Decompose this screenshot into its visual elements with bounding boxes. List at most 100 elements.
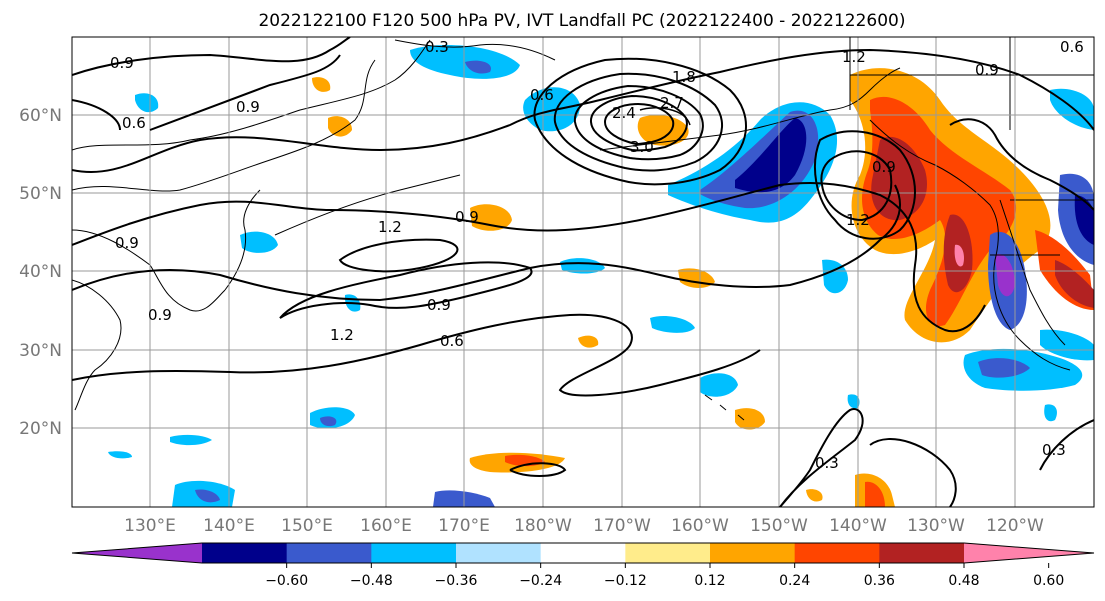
colorbar-segment	[625, 543, 711, 563]
lon-label: 130°E	[124, 516, 176, 536]
ivt-negative-region	[700, 373, 738, 397]
ivt-negative-region	[108, 451, 132, 459]
pv-contour	[1039, 419, 1094, 471]
contour-label: 0.9	[872, 158, 896, 176]
pv-contour	[603, 102, 675, 146]
lat-label: 50°N	[19, 184, 62, 204]
colorbar-tick-label: −0.60	[265, 573, 308, 589]
ivt-negative-region	[847, 394, 860, 409]
ivt-negative-region	[735, 118, 807, 193]
contour-label: 1.2	[378, 218, 402, 236]
ivt-positive-region	[865, 481, 885, 507]
contour-label: 2.4	[612, 104, 636, 122]
pv-contour	[72, 48, 1094, 173]
ivt-positive-region	[954, 244, 965, 267]
map-frame	[71, 36, 1095, 508]
contour-label: 0.3	[425, 38, 449, 56]
contour-label: 1.2	[846, 211, 870, 229]
pv-contour	[533, 57, 747, 186]
figure-title: 2022122100 F120 500 hPa PV, IVT Landfall…	[258, 11, 905, 31]
colorbar-tick-label: −0.36	[435, 573, 478, 589]
colorbar-segment	[710, 543, 796, 563]
lat-label: 30°N	[19, 341, 62, 361]
pv-contour	[72, 313, 761, 397]
contour-label: 1.2	[842, 48, 866, 66]
contour-label: 0.6	[1060, 38, 1084, 56]
colorbar-tick-label: 0.12	[694, 573, 725, 589]
colorbar-extend-min	[72, 543, 202, 563]
ivt-positive-region	[312, 77, 331, 92]
coastline-japan	[72, 229, 226, 312]
ivt-negative-region	[650, 316, 695, 333]
pv-contour	[814, 130, 916, 240]
colorbar-segment	[540, 543, 626, 563]
contour-label: 0.6	[122, 114, 146, 132]
colorbar-extend-max	[964, 543, 1094, 563]
colorbar-tick-label: 0.60	[1033, 573, 1064, 589]
contour-label: 1.2	[330, 326, 354, 344]
coastline-alaska	[599, 67, 901, 151]
contour-label: 0.6	[530, 86, 554, 104]
colorbar-tick-label: −0.48	[350, 573, 393, 589]
colorbar-tick-label: −0.12	[604, 573, 647, 589]
colorbar-tick-label: 0.48	[948, 573, 979, 589]
coastline-asia	[72, 39, 431, 151]
pv-contour	[338, 238, 459, 273]
coastline-japan	[224, 189, 261, 291]
colorbar-segment	[456, 543, 542, 563]
lon-label: 170°E	[438, 516, 490, 536]
ivt-negative-region	[995, 254, 1015, 297]
ivt-positive-region	[637, 115, 689, 146]
pv-contour	[639, 107, 691, 126]
pv-contour	[72, 37, 351, 76]
coastline-north-america	[999, 199, 1066, 346]
colorbar-tick-label: 0.24	[779, 573, 810, 589]
colorbar-segment	[794, 543, 880, 563]
gridlines	[72, 37, 1094, 507]
lon-label: 170°W	[593, 516, 651, 536]
pv-contour	[72, 184, 901, 302]
contour-label: 0.9	[975, 61, 999, 79]
contour-label: 3.0	[630, 138, 654, 156]
pv-contour	[279, 261, 533, 319]
ivt-negative-region	[170, 434, 212, 446]
pv-contour	[589, 94, 688, 152]
lat-label: 20°N	[19, 419, 62, 439]
contour-label: 0.9	[148, 306, 172, 324]
ivt-positive-region	[1055, 260, 1094, 308]
pv-contour	[553, 72, 724, 172]
contour-label: 0.9	[455, 208, 479, 226]
longitude-labels: 130°E 140°E 150°E 160°E 170°E 180°W 170°…	[124, 516, 1044, 536]
ivt-negative-region	[1040, 329, 1094, 361]
lon-label: 150°E	[281, 516, 333, 536]
colorbar-tick-label: −0.24	[519, 573, 562, 589]
contour-labels: 0.9 0.3 0.9 0.6 0.9 1.2 0.9 0.9 0.6 1.2 …	[110, 38, 1084, 472]
contour-label: 0.9	[115, 234, 139, 252]
ivt-negative-region	[135, 93, 159, 113]
contour-label: 0.9	[236, 98, 260, 116]
colorbar-outline	[71, 542, 1095, 564]
pv-contour	[779, 408, 864, 507]
map-area: 0.9 0.3 0.9 0.6 0.9 1.2 0.9 0.9 0.6 1.2 …	[72, 37, 1094, 507]
pv-contour	[72, 182, 986, 333]
ivt-negative-region	[465, 60, 491, 74]
lon-label: 140°W	[829, 516, 887, 536]
colorbar-tick-label: 0.36	[864, 573, 895, 589]
pv-contour	[573, 84, 704, 161]
lat-label: 60°N	[19, 106, 62, 126]
contour-label: 0.9	[427, 296, 451, 314]
ivt-negative-region	[1044, 404, 1057, 422]
ivt-positive-region	[806, 489, 823, 502]
lon-label: 160°W	[671, 516, 729, 536]
ivt-negative-region	[978, 358, 1030, 378]
coastline-china	[72, 279, 122, 411]
ivt-positive-region	[735, 408, 765, 430]
contour-label: 0.3	[1042, 441, 1066, 459]
pv-contour	[509, 462, 567, 477]
contour-label: 0.3	[815, 454, 839, 472]
colorbar-segment	[202, 543, 288, 563]
ivt-positive-region	[578, 335, 599, 348]
lon-label: 150°W	[750, 516, 808, 536]
ivt-negative-region	[523, 87, 580, 132]
ivt-negative-region	[560, 258, 605, 274]
